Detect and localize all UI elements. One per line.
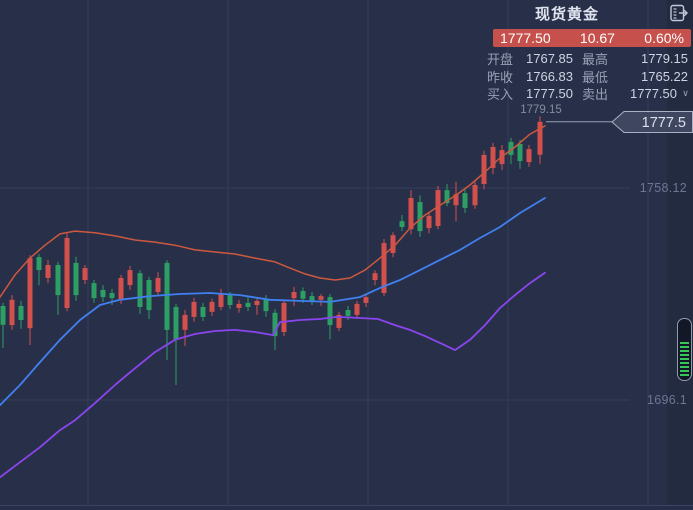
price-axis-gutter	[667, 0, 693, 505]
quote-row-prevclose-low: 昨收 1766.83 最低 1765.22	[487, 68, 691, 86]
open-label: 开盘	[487, 52, 514, 68]
price-change-bar: 1777.50 10.67 0.60%	[493, 29, 691, 47]
bid-label: 买入	[487, 87, 514, 103]
price-change-percent: 0.60%	[644, 30, 684, 46]
low-value: 1765.22	[641, 68, 688, 84]
right-scrollbar-thumb[interactable]	[677, 318, 692, 381]
quote-expand-chevron-icon[interactable]: ∨	[682, 88, 689, 99]
price-axis-label-lower: 1696.1	[646, 393, 687, 407]
gauge-stripes-icon	[680, 342, 689, 377]
current-price-tag: 1777.5	[611, 111, 693, 133]
panel-expand-icon[interactable]	[669, 3, 689, 23]
price-axis-label-upper: 1758.12	[639, 181, 687, 195]
last-price: 1777.50	[500, 30, 551, 46]
open-value: 1767.85	[526, 51, 573, 67]
quote-panel: 现货黄金 1777.50 10.67 0.60% 开盘 17	[487, 0, 693, 102]
time-axis-strip	[0, 505, 693, 510]
high-value: 1779.15	[641, 51, 688, 67]
instrument-title: 现货黄金	[534, 5, 599, 23]
prev-close-value: 1766.83	[526, 68, 573, 84]
quote-row-open-high: 开盘 1767.85 最高 1779.15	[487, 50, 691, 68]
high-label: 最高	[582, 52, 609, 68]
price-change: 10.67	[579, 30, 615, 46]
bid-value: 1777.50	[526, 86, 573, 102]
prev-close-label: 昨收	[487, 69, 514, 85]
period-high-label: 1779.15	[520, 104, 562, 116]
ask-label: 卖出	[582, 87, 609, 103]
low-label: 最低	[582, 69, 609, 85]
quote-row-bid-ask: 买入 1777.50 卖出 1777.50 ∨	[487, 85, 691, 103]
ask-value: 1777.50	[630, 86, 677, 102]
current-price-tag-value: 1777.5	[642, 115, 686, 131]
